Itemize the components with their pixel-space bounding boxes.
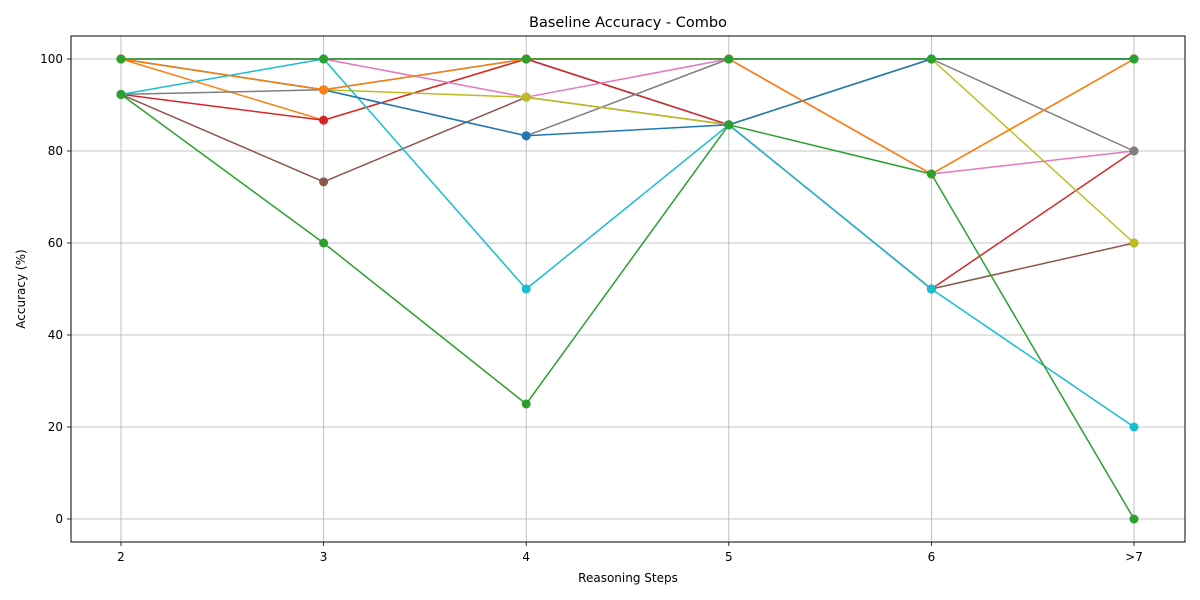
x-axis: 2 3 4 5 6 >7 <box>117 542 1143 564</box>
data-point <box>1129 422 1139 432</box>
series-13 <box>116 54 1139 64</box>
data-point <box>1129 54 1139 64</box>
series-12 <box>116 89 1139 524</box>
data-point <box>926 284 936 294</box>
data-point <box>521 399 531 409</box>
data-point <box>521 131 531 141</box>
series-line <box>120 58 1135 290</box>
x-tick-label: 6 <box>928 550 936 564</box>
x-tick-label: 5 <box>725 550 733 564</box>
data-point <box>1129 238 1139 248</box>
series-line <box>120 58 1135 152</box>
x-tick-label: >7 <box>1125 550 1143 564</box>
y-axis: 0 20 40 60 80 100 <box>40 52 71 526</box>
data-point <box>724 54 734 64</box>
y-tick-label: 80 <box>48 144 63 158</box>
data-point <box>319 85 329 95</box>
data-point <box>116 54 126 64</box>
data-point <box>926 169 936 179</box>
y-tick-label: 0 <box>55 512 63 526</box>
data-point <box>319 177 329 187</box>
x-tick-label: 4 <box>522 550 530 564</box>
y-tick-label: 100 <box>40 52 63 66</box>
data-point <box>1129 146 1139 156</box>
y-tick-label: 60 <box>48 236 63 250</box>
data-point <box>116 89 126 99</box>
series-layer <box>116 54 1139 524</box>
data-point <box>521 54 531 64</box>
data-point <box>926 54 936 64</box>
y-axis-title: Accuracy (%) <box>14 249 28 328</box>
series-line <box>120 58 1135 428</box>
x-tick-label: 3 <box>320 550 328 564</box>
series-line <box>120 93 1135 520</box>
y-tick-label: 20 <box>48 420 63 434</box>
x-tick-label: 2 <box>117 550 125 564</box>
data-point <box>319 115 329 125</box>
chart-title: Baseline Accuracy - Combo <box>529 15 727 31</box>
plot-frame <box>70 35 1186 543</box>
data-point <box>521 284 531 294</box>
data-point <box>724 120 734 130</box>
data-point <box>521 92 531 102</box>
x-axis-title: Reasoning Steps <box>578 571 678 585</box>
data-point <box>319 54 329 64</box>
y-tick-label: 40 <box>48 328 63 342</box>
data-point <box>1129 514 1139 524</box>
data-point <box>319 238 329 248</box>
